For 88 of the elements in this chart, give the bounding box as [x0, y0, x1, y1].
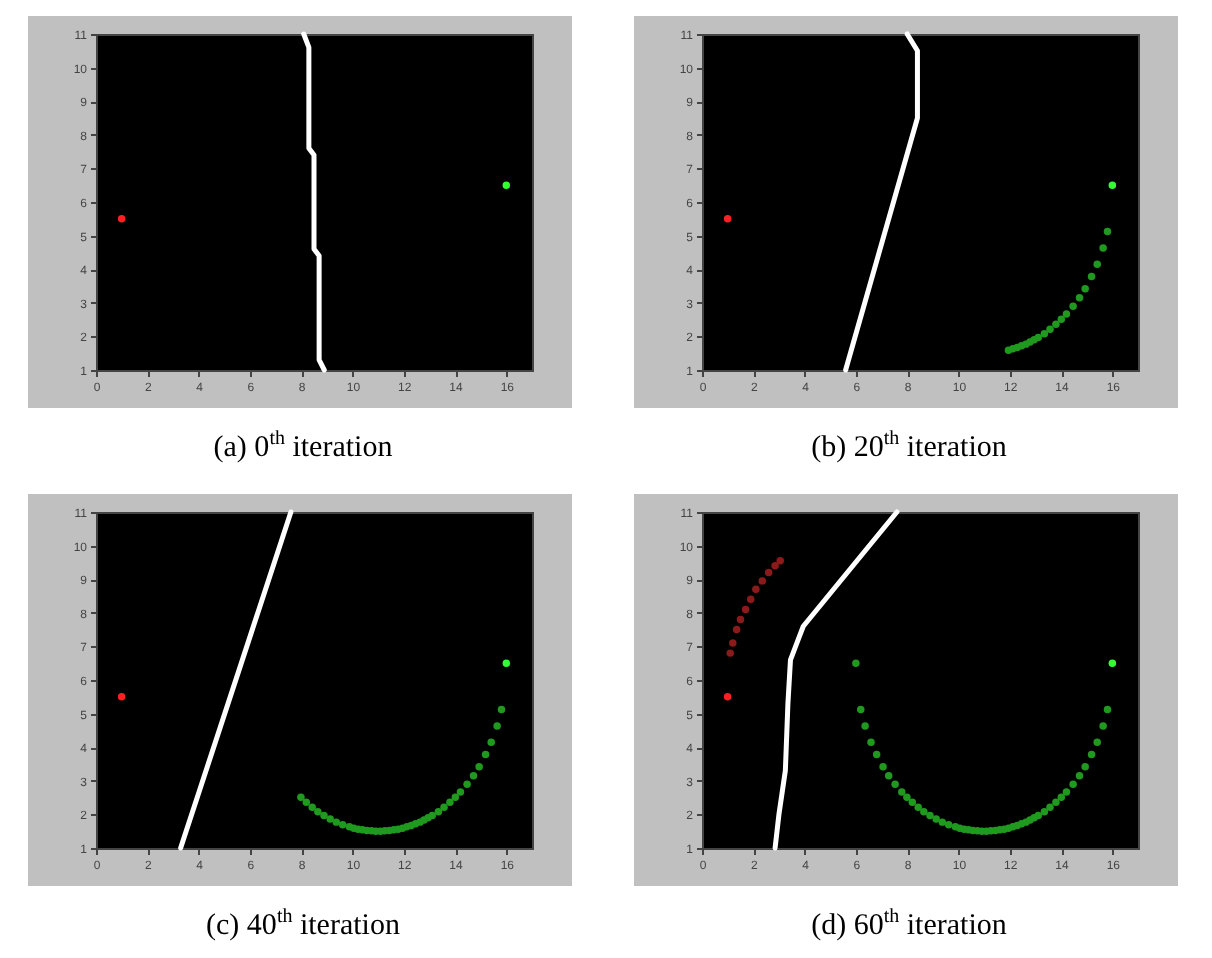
point	[1075, 294, 1084, 302]
point	[758, 577, 767, 585]
point	[308, 803, 316, 812]
point	[861, 722, 869, 730]
point	[944, 821, 953, 829]
point	[332, 818, 341, 826]
point	[1069, 302, 1077, 310]
point	[898, 788, 906, 796]
point	[314, 807, 322, 816]
point	[752, 585, 760, 594]
point	[497, 705, 506, 714]
point	[1040, 807, 1049, 816]
point	[456, 788, 465, 796]
point	[1057, 315, 1066, 323]
point	[1099, 722, 1107, 730]
point	[1087, 750, 1096, 759]
point	[776, 556, 784, 565]
point	[732, 625, 741, 634]
point	[446, 798, 454, 807]
point	[723, 693, 732, 701]
point	[326, 815, 334, 823]
point	[951, 823, 960, 831]
point	[1062, 310, 1071, 318]
point	[891, 780, 899, 788]
point	[1103, 227, 1112, 236]
point	[746, 595, 755, 604]
point	[1108, 659, 1117, 667]
point	[487, 738, 495, 746]
point	[908, 798, 917, 807]
text: (d) 60$^{th}$ iteration	[809, 904, 1009, 942]
point	[475, 762, 483, 771]
point	[920, 807, 928, 816]
point	[932, 815, 940, 823]
point	[345, 823, 354, 831]
point	[302, 798, 311, 807]
point	[1046, 325, 1054, 334]
point	[903, 793, 911, 801]
point	[469, 772, 478, 780]
point	[297, 793, 305, 801]
point	[440, 803, 448, 812]
point	[1099, 244, 1107, 252]
point	[741, 605, 750, 614]
line-series	[301, 31, 327, 373]
point	[451, 793, 460, 801]
point	[726, 649, 734, 657]
point	[1046, 803, 1054, 812]
text: (b) 20$^{th}$ iteration	[809, 426, 1009, 464]
point	[1052, 320, 1060, 329]
point	[872, 750, 881, 759]
text: (a) 0$^{th}$ iteration	[211, 426, 395, 464]
point	[493, 722, 501, 730]
line-series	[843, 31, 920, 373]
point	[1093, 738, 1101, 746]
point	[736, 615, 745, 624]
point	[764, 568, 773, 577]
point	[1081, 762, 1089, 771]
point	[463, 780, 471, 788]
point	[914, 803, 922, 812]
point	[938, 818, 947, 826]
text: (c) 40$^{th}$ iteration	[204, 904, 402, 942]
point	[867, 738, 875, 746]
point	[117, 693, 126, 701]
point	[1069, 780, 1077, 788]
point	[1108, 181, 1117, 189]
point	[926, 811, 934, 820]
point	[884, 772, 893, 780]
point	[1062, 788, 1071, 796]
point	[1075, 772, 1084, 780]
point	[434, 807, 443, 816]
point	[1040, 329, 1049, 338]
point	[320, 811, 328, 820]
point	[1103, 705, 1112, 714]
point	[879, 762, 887, 771]
point	[852, 659, 860, 667]
point	[338, 821, 347, 829]
line-series	[772, 509, 900, 851]
point	[481, 750, 490, 759]
point	[857, 705, 865, 714]
point	[1057, 793, 1066, 801]
point	[1004, 346, 1013, 354]
point	[771, 562, 779, 570]
point	[1052, 798, 1060, 807]
point	[1081, 284, 1089, 293]
point	[729, 639, 737, 647]
point	[1087, 272, 1096, 281]
point	[502, 659, 511, 667]
point	[723, 215, 732, 223]
point	[1093, 260, 1101, 268]
